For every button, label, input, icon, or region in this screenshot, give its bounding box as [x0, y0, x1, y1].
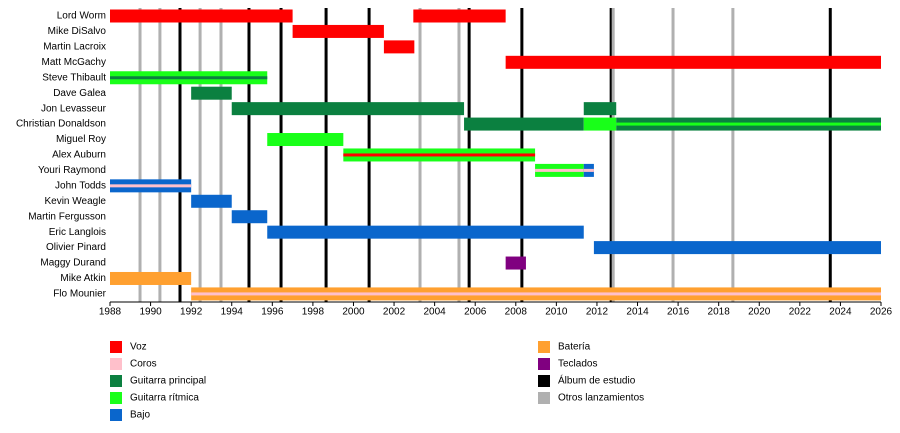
x-tick-label: 1988: [99, 307, 122, 318]
x-tick-label: 2008: [505, 307, 528, 318]
member-label: Kevin Weagle: [44, 196, 106, 207]
tenure-bar: [464, 117, 584, 131]
member-label: John Todds: [55, 180, 106, 191]
x-tick-label: 2022: [789, 307, 812, 318]
x-tick-label: 2010: [545, 307, 568, 318]
legend-label: Coros: [130, 359, 157, 370]
tenure-bar: [383, 40, 415, 54]
member-label: Martin Fergusson: [28, 211, 106, 222]
x-tick-label: 1994: [221, 307, 244, 318]
tenure-bar: [231, 210, 268, 224]
legend-swatch: [538, 341, 550, 353]
member-label: Eric Langlois: [49, 227, 106, 238]
tenure-stripe: [616, 122, 881, 126]
member-label: Christian Donaldson: [16, 119, 106, 130]
x-tick-label: 2000: [342, 307, 365, 318]
tenure-bar: [583, 102, 617, 116]
legend-swatch: [538, 392, 550, 404]
x-tick-label: 1992: [180, 307, 203, 318]
legend-label: Álbum de estudio: [558, 374, 636, 387]
x-tick-label: 2016: [667, 307, 690, 318]
tenure-bar: [110, 9, 293, 23]
legend-swatch: [110, 392, 122, 404]
x-tick-label: 2024: [829, 307, 852, 318]
member-label: Mike DiSalvo: [48, 26, 107, 37]
tenure-stripe: [583, 168, 594, 172]
tenure-bar: [267, 133, 344, 147]
tenure-bar: [505, 256, 526, 270]
tenure-stripe: [110, 184, 192, 188]
tenure-bar: [593, 241, 881, 255]
tenure-stripe: [191, 292, 881, 296]
legend-swatch: [110, 358, 122, 370]
member-label: Olivier Pinard: [46, 242, 106, 253]
x-tick-label: 2018: [708, 307, 731, 318]
member-label: Dave Galea: [53, 88, 106, 99]
member-label: Alex Auburn: [52, 150, 106, 161]
member-label: Maggy Durand: [40, 258, 106, 269]
member-label: Martin Lacroix: [43, 42, 106, 53]
member-label: Youri Raymond: [38, 165, 106, 176]
legend-label: Guitarra rítmica: [130, 393, 199, 404]
tenure-stripe: [343, 153, 536, 157]
tenure-bar: [292, 24, 384, 38]
legend-label: Teclados: [558, 359, 597, 370]
tenure-bar: [191, 86, 232, 100]
x-tick-label: 2002: [383, 307, 406, 318]
tenure-bar: [505, 55, 881, 69]
member-label: Miguel Roy: [56, 134, 106, 145]
tenure-bar: [110, 271, 192, 285]
legend-swatch: [538, 375, 550, 387]
member-label: Mike Atkin: [60, 273, 106, 284]
member-label: Steve Thibault: [42, 72, 106, 83]
member-label: Lord Worm: [57, 11, 106, 22]
tenure-bar: [191, 194, 232, 208]
legend-swatch: [110, 409, 122, 421]
member-label: Flo Mounier: [53, 289, 106, 300]
tenure-bar: [231, 102, 465, 116]
legend-swatch: [110, 341, 122, 353]
x-tick-label: 1990: [139, 307, 162, 318]
legend-swatch: [110, 375, 122, 387]
legend-label: Guitarra principal: [130, 376, 206, 387]
legend-label: Voz: [130, 342, 147, 353]
x-tick-label: 1996: [261, 307, 284, 318]
tenure-stripe: [535, 168, 584, 172]
member-label: Matt McGachy: [42, 57, 106, 68]
tenure-bar: [413, 9, 506, 23]
legend-swatch: [538, 358, 550, 370]
x-tick-label: 2020: [748, 307, 771, 318]
x-tick-label: 2006: [464, 307, 487, 318]
legend-label: Batería: [558, 342, 591, 353]
legend-label: Bajo: [130, 410, 150, 421]
x-tick-label: 2012: [586, 307, 609, 318]
tenure-stripe: [110, 76, 268, 80]
legend-label: Otros lanzamientos: [558, 393, 644, 404]
tenure-bar: [583, 117, 617, 131]
x-tick-label: 2004: [424, 307, 447, 318]
member-label: Jon Levasseur: [41, 103, 107, 114]
x-tick-label: 2014: [626, 307, 649, 318]
x-tick-label: 2026: [870, 307, 893, 318]
x-tick-label: 1998: [302, 307, 325, 318]
tenure-bar: [267, 225, 584, 239]
